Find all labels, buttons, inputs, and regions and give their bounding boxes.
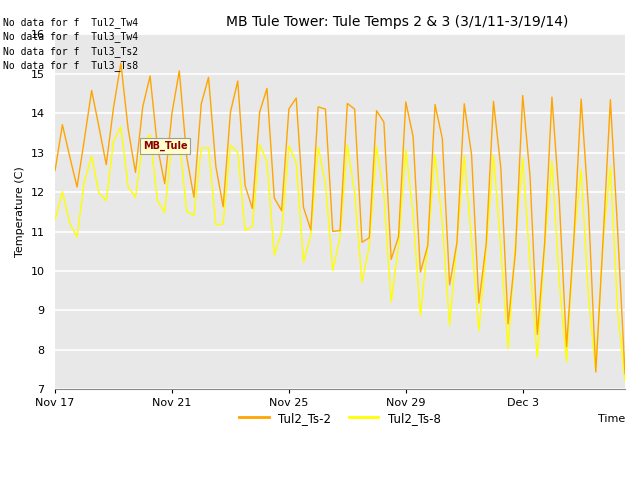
Text: No data for f  Tul2_Tw4: No data for f Tul2_Tw4 — [3, 17, 138, 28]
Title: MB Tule Tower: Tule Temps 2 & 3 (3/1/11-3/19/14): MB Tule Tower: Tule Temps 2 & 3 (3/1/11-… — [226, 15, 568, 29]
X-axis label: Time: Time — [598, 414, 625, 424]
Y-axis label: Temperature (C): Temperature (C) — [15, 167, 25, 257]
Text: MB_Tule: MB_Tule — [143, 141, 188, 151]
Legend: Tul2_Ts-2, Tul2_Ts-8: Tul2_Ts-2, Tul2_Ts-8 — [235, 407, 445, 430]
Text: No data for f  Tul3_Ts8: No data for f Tul3_Ts8 — [3, 60, 138, 71]
Text: No data for f  Tul3_Ts2: No data for f Tul3_Ts2 — [3, 46, 138, 57]
Text: No data for f  Tul3_Tw4: No data for f Tul3_Tw4 — [3, 31, 138, 42]
